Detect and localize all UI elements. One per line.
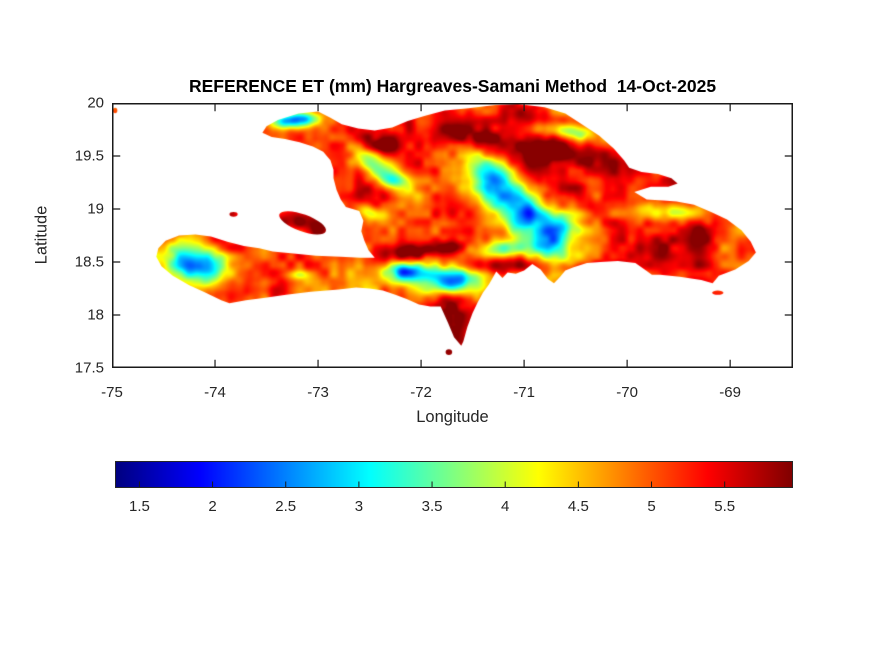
y-tick-label: 17.5 — [74, 359, 104, 377]
x-tick-label: -75 — [101, 384, 123, 401]
axes-box — [112, 103, 793, 368]
colorbar-tick-label: 2.5 — [275, 498, 297, 515]
y-tick-label: 19.5 — [74, 147, 104, 165]
x-axis-label: Longitude — [416, 408, 489, 426]
y-tick-label: 19 — [87, 200, 104, 218]
x-tick-label: -69 — [719, 384, 741, 401]
colorbar-gradient — [116, 462, 792, 487]
colorbar-ticks — [138, 481, 726, 487]
figure-title: REFERENCE ET (mm) Hargreaves-Samani Meth… — [188, 76, 717, 96]
colorbar-tick-label: 4.5 — [567, 498, 589, 515]
map-plot-area — [112, 103, 793, 368]
x-tick-label: -74 — [204, 384, 226, 401]
colorbar-tick-label: 3.5 — [421, 498, 443, 515]
x-tick-label: -71 — [513, 384, 535, 401]
y-tick-label: 18.5 — [74, 253, 104, 271]
x-tick-label: -70 — [616, 384, 638, 401]
x-tick-label: -72 — [410, 384, 432, 401]
y-tick-label: 18 — [87, 306, 104, 324]
colorbar — [115, 461, 793, 488]
colorbar-tick-label: 3 — [354, 498, 364, 515]
colorbar-tick-label: 5 — [647, 498, 656, 515]
colorbar-tick-label: 5.5 — [714, 498, 736, 515]
colorbar-tick-label: 2 — [208, 498, 217, 515]
x-tick-label: -73 — [307, 384, 329, 401]
y-tick-label: 20 — [87, 94, 104, 112]
et-heatmap-canvas — [112, 103, 793, 368]
colorbar-tick-label: 4 — [501, 498, 510, 515]
y-axis-label: Latitude — [32, 205, 51, 265]
colorbar-tick-label: 1.5 — [128, 498, 150, 515]
